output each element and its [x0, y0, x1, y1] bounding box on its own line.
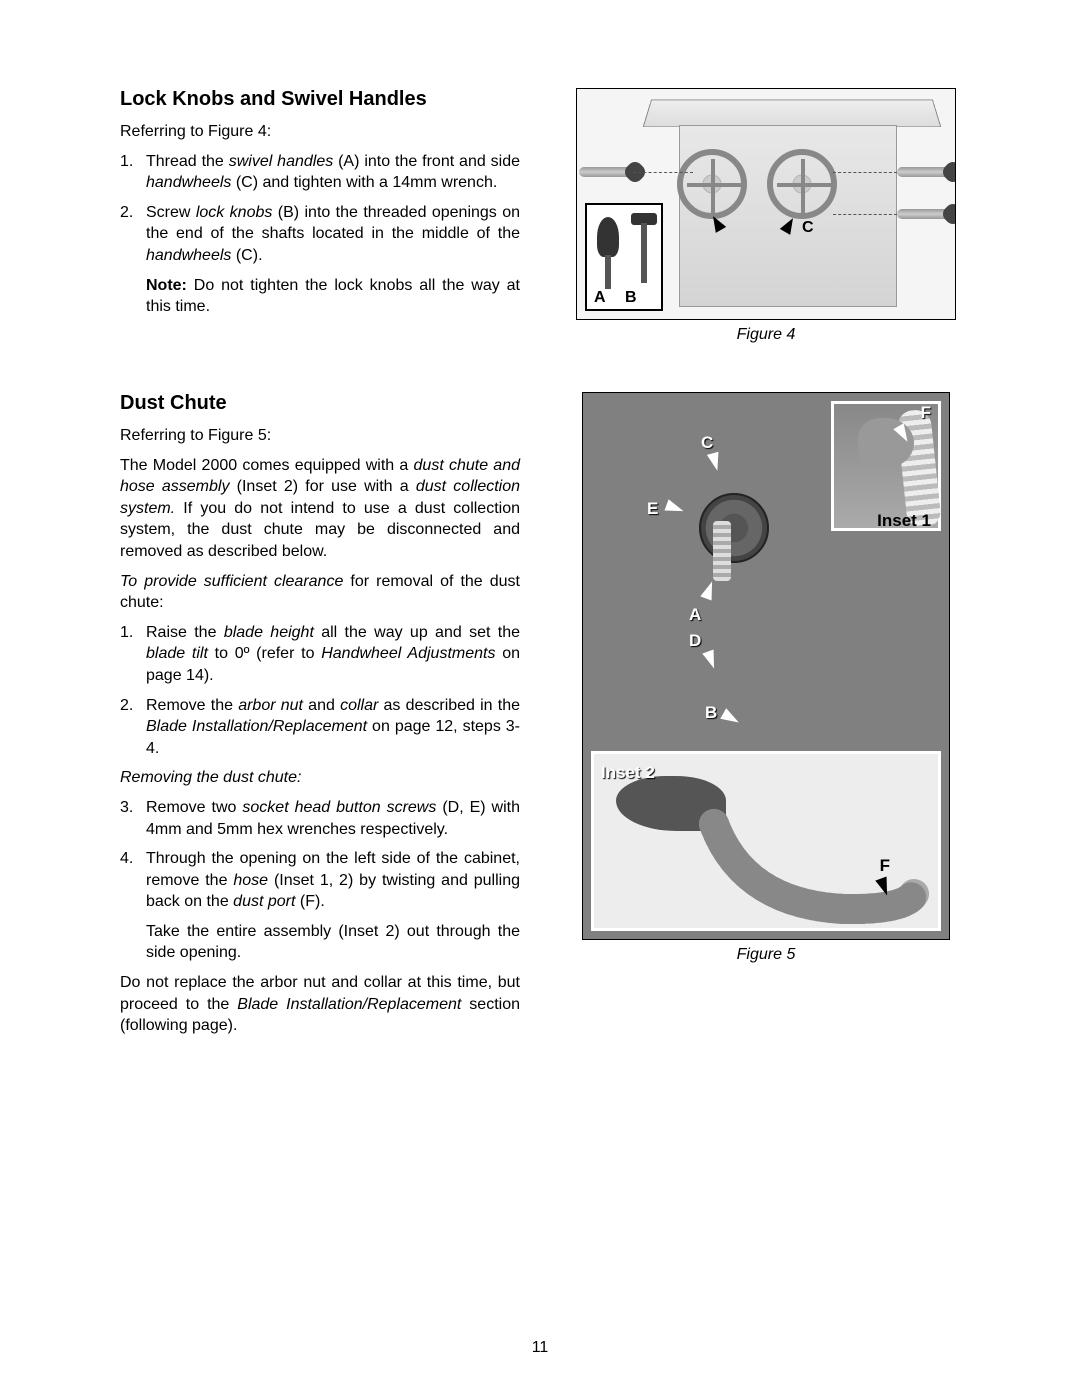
s2-step4: Through the opening on the left side of … — [120, 848, 520, 913]
figure5-caption: Figure 5 — [737, 946, 796, 964]
arbor-flange — [699, 493, 769, 563]
label-D: D — [689, 631, 701, 651]
s2-step2: Remove the arbor nut and collar as descr… — [120, 695, 520, 760]
label-B: B — [705, 703, 717, 723]
s2-step4b: Take the entire assembly (Inset 2) out t… — [120, 921, 520, 964]
s2-step1: Raise the blade height all the way up an… — [120, 622, 520, 687]
dash-line-3 — [833, 214, 897, 215]
saw-tabletop — [643, 100, 942, 128]
swivel-handle-2 — [897, 167, 949, 177]
step1: Thread the swivel handles (A) into the f… — [120, 151, 520, 194]
section2-steps-a: Raise the blade height all the way up an… — [120, 622, 520, 760]
label-inset1: Inset 1 — [877, 511, 931, 531]
knob-a-icon — [597, 217, 619, 257]
label-C: C — [701, 433, 713, 453]
figure4: C A B — [576, 88, 956, 320]
lock-knob-handle — [897, 209, 949, 219]
label-F-top: F — [921, 403, 931, 423]
s2-p3: Removing the dust chute: — [120, 767, 520, 789]
arbor-bolt — [713, 521, 731, 581]
arrow-C — [707, 452, 723, 472]
figure4-column: C A B Figure 4 — [550, 88, 982, 344]
label-inset2: Inset 2 — [601, 763, 655, 783]
section-dust-chute: Dust Chute Referring to Figure 5: The Mo… — [120, 392, 982, 1045]
arrow-E — [664, 499, 685, 516]
step2: Screw lock knobs (B) into the threaded o… — [120, 202, 520, 267]
label-C: C — [802, 219, 814, 237]
dash-line-2 — [833, 172, 897, 173]
label-B: B — [625, 289, 637, 307]
section2-steps-b: Remove two socket head button screws (D,… — [120, 797, 520, 913]
arrow-B — [720, 708, 742, 727]
swivel-handle-1 — [579, 167, 631, 177]
section1-text: Lock Knobs and Swivel Handles Referring … — [120, 88, 520, 344]
figure4-caption: Figure 4 — [737, 326, 796, 344]
side-handwheel — [767, 149, 837, 219]
refer-fig4: Referring to Figure 4: — [120, 121, 520, 143]
arrow-D — [702, 649, 719, 670]
figure5-column: F Inset 1 C E A D B F Inset 2 — [550, 392, 982, 1045]
s2-step3: Remove two socket head button screws (D,… — [120, 797, 520, 840]
label-A: A — [594, 289, 606, 307]
section2-text: Dust Chute Referring to Figure 5: The Mo… — [120, 392, 520, 1045]
knob-b-icon — [631, 213, 657, 225]
heading-lock-knobs: Lock Knobs and Swivel Handles — [120, 88, 520, 111]
heading-dust-chute: Dust Chute — [120, 392, 520, 415]
arrow-A — [700, 579, 717, 600]
label-F-bottom: F — [880, 856, 890, 876]
note: Note: Do not tighten the lock knobs all … — [120, 275, 520, 318]
label-A: A — [689, 605, 701, 625]
page-number: 11 — [0, 1339, 1080, 1357]
figure5: F Inset 1 C E A D B F Inset 2 — [582, 392, 950, 940]
label-E: E — [647, 499, 658, 519]
s2-p1: The Model 2000 comes equipped with a dus… — [120, 455, 520, 563]
front-handwheel — [677, 149, 747, 219]
refer-fig5: Referring to Figure 5: — [120, 425, 520, 447]
s2-p2: To provide sufficient clearance for remo… — [120, 571, 520, 614]
section-lock-knobs: Lock Knobs and Swivel Handles Referring … — [120, 88, 982, 344]
section1-steps: Thread the swivel handles (A) into the f… — [120, 151, 520, 267]
s2-p4: Do not replace the arbor nut and collar … — [120, 972, 520, 1037]
dash-line-1 — [633, 172, 693, 173]
